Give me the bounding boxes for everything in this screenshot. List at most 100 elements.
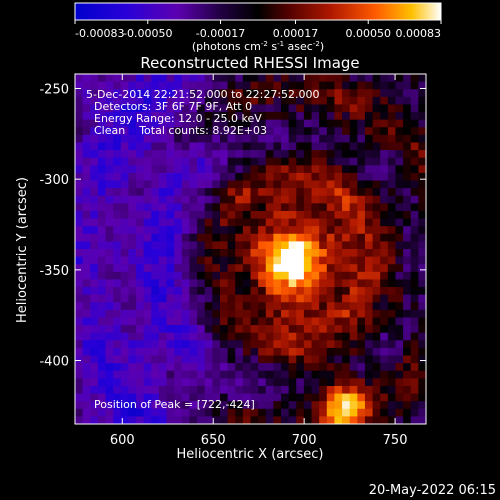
heatmap-cell: [166, 188, 175, 197]
heatmap-cell: [319, 241, 328, 250]
heatmap-cell: [219, 172, 229, 181]
heatmap-cell: [273, 226, 282, 235]
heatmap-cell: [319, 408, 328, 417]
heatmap-cell: [197, 104, 206, 113]
heatmap-cell: [181, 317, 190, 326]
heatmap-cell: [189, 279, 198, 288]
heatmap-cell: [326, 309, 335, 318]
heatmap-cell: [319, 355, 328, 364]
heatmap-cell: [364, 271, 373, 280]
heatmap-cell: [242, 340, 251, 349]
heatmap-cell: [212, 416, 221, 425]
heatmap-cell: [235, 233, 244, 242]
heatmap-cell: [387, 165, 396, 174]
heatmap-cell: [281, 370, 290, 379]
heatmap-cell: [403, 142, 412, 151]
heatmap-cell: [250, 378, 259, 387]
heatmap-cell: [372, 89, 381, 98]
heatmap-cell: [273, 195, 282, 204]
heatmap-cell: [128, 340, 137, 349]
heatmap-cell: [265, 294, 274, 303]
heatmap-cell: [372, 142, 381, 151]
heatmap-cell: [242, 401, 251, 410]
heatmap-cell: [82, 134, 91, 143]
heatmap-cell: [334, 317, 343, 326]
heatmap-cell: [120, 401, 129, 410]
heatmap-cell: [349, 142, 358, 151]
heatmap-cell: [174, 188, 183, 197]
heatmap-cell: [296, 385, 305, 394]
heatmap-cell: [296, 180, 305, 189]
heatmap-cell: [357, 355, 366, 364]
heatmap-cell: [82, 302, 91, 311]
heatmap-cell: [197, 119, 206, 128]
heatmap-cell: [288, 195, 297, 204]
chart-title: Reconstructed RHESSI Image: [140, 54, 359, 72]
heatmap-cell: [143, 81, 152, 90]
heatmap-cell: [75, 408, 84, 417]
heatmap-cell: [82, 363, 91, 372]
heatmap-cell: [334, 279, 343, 288]
heatmap-cell: [197, 188, 206, 197]
heatmap-cell: [296, 157, 305, 166]
heatmap-cell: [281, 210, 290, 219]
heatmap-cell: [158, 309, 167, 318]
heatmap-cell: [219, 401, 229, 410]
heatmap-cell: [197, 340, 206, 349]
heatmap-cell: [227, 317, 236, 326]
heatmap-cell: [90, 210, 99, 219]
heatmap-cell: [90, 340, 99, 349]
heatmap-cell: [136, 210, 145, 219]
heatmap-cell: [303, 81, 312, 90]
heatmap-cell: [235, 96, 244, 105]
heatmap-cell: [128, 408, 137, 417]
heatmap-cell: [372, 256, 381, 265]
heatmap-cell: [342, 378, 351, 387]
heatmap-cell: [151, 279, 160, 288]
heatmap-cell: [235, 165, 244, 174]
heatmap-cell: [418, 385, 427, 394]
heatmap-cell: [212, 249, 221, 258]
heatmap-cell: [113, 408, 122, 417]
heatmap-cell: [235, 279, 244, 288]
heatmap-cell: [174, 96, 183, 105]
heatmap-cell: [97, 172, 106, 181]
heatmap-cell: [158, 408, 167, 417]
heatmap-cell: [281, 74, 290, 83]
heatmap-cell: [189, 81, 198, 90]
heatmap-cell: [82, 241, 91, 250]
heatmap-cell: [326, 165, 335, 174]
heatmap-cell: [311, 74, 320, 83]
heatmap-cell: [113, 81, 122, 90]
heatmap-cell: [410, 271, 419, 280]
heatmap-cell: [372, 233, 381, 242]
heatmap-cell: [342, 81, 351, 90]
heatmap-cell: [410, 279, 419, 288]
heatmap-cell: [395, 226, 404, 235]
heatmap-cell: [128, 226, 137, 235]
heatmap-cell: [288, 210, 297, 219]
heatmap-cell: [197, 332, 206, 341]
heatmap-cell: [151, 150, 160, 159]
heatmap-cell: [82, 370, 91, 379]
heatmap-cell: [311, 96, 320, 105]
heatmap-cell: [227, 385, 236, 394]
heatmap-cell: [334, 119, 343, 128]
heatmap-cell: [166, 317, 175, 326]
heatmap-cell: [219, 188, 229, 197]
heatmap-cell: [212, 210, 221, 219]
heatmap-cell: [219, 370, 229, 379]
heatmap-cell: [136, 347, 145, 356]
heatmap-cell: [197, 363, 206, 372]
heatmap-cell: [151, 317, 160, 326]
heatmap-cell: [372, 325, 381, 334]
heatmap-cell: [128, 127, 137, 136]
heatmap-cell: [235, 325, 244, 334]
heatmap-cell: [372, 416, 381, 425]
heatmap-cell: [212, 241, 221, 250]
heatmap-cell: [151, 347, 160, 356]
heatmap-cell: [281, 302, 290, 311]
heatmap-cell: [418, 287, 427, 296]
heatmap-cell: [181, 401, 190, 410]
heatmap-cell: [250, 370, 259, 379]
